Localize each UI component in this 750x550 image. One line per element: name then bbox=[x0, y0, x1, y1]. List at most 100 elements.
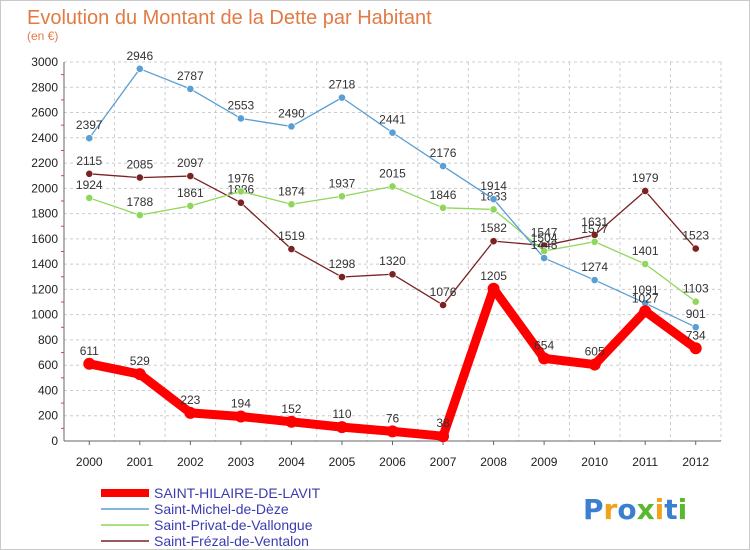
data-point bbox=[85, 169, 94, 178]
legend-label: Saint-Michel-de-Dèze bbox=[154, 501, 289, 517]
series-group: 2115208520971886151912981320107615821547… bbox=[76, 49, 709, 443]
data-point bbox=[287, 122, 296, 131]
data-point bbox=[487, 282, 500, 295]
data-label: 1523 bbox=[682, 229, 709, 243]
data-label: 2097 bbox=[177, 156, 204, 170]
data-label: 529 bbox=[130, 354, 150, 368]
chart-unit: (en €) bbox=[27, 29, 58, 43]
data-point bbox=[234, 410, 247, 423]
data-label: 1577 bbox=[581, 222, 608, 236]
data-label: 1976 bbox=[228, 171, 255, 185]
data-label: 1103 bbox=[683, 282, 709, 296]
data-label: 1846 bbox=[430, 188, 457, 202]
data-label: 2718 bbox=[329, 78, 356, 92]
x-tick-label: 2001 bbox=[126, 455, 153, 469]
data-point bbox=[691, 323, 700, 332]
data-point bbox=[489, 237, 498, 246]
data-label: 2441 bbox=[379, 113, 406, 127]
data-point bbox=[588, 358, 601, 371]
x-tick-label: 2005 bbox=[329, 455, 356, 469]
data-label: 1274 bbox=[581, 260, 608, 274]
data-point bbox=[285, 415, 298, 428]
data-point bbox=[691, 297, 700, 306]
chart-title: Evolution du Montant de la Dette par Hab… bbox=[27, 7, 432, 29]
x-tick-label: 2011 bbox=[632, 455, 658, 469]
data-point bbox=[691, 244, 700, 253]
data-point bbox=[135, 64, 144, 73]
data-point bbox=[641, 187, 650, 195]
data-label: 1914 bbox=[480, 179, 507, 193]
data-label: 1874 bbox=[278, 184, 305, 198]
data-point bbox=[338, 93, 346, 102]
y-tick-label: 3000 bbox=[31, 55, 58, 69]
data-label: 654 bbox=[534, 338, 554, 352]
x-tick-label: 2000 bbox=[76, 455, 103, 469]
data-label: 76 bbox=[386, 411, 400, 425]
data-point bbox=[386, 425, 399, 438]
data-label: 2015 bbox=[379, 166, 406, 180]
y-tick-label: 2400 bbox=[31, 131, 58, 145]
data-point bbox=[540, 254, 549, 262]
logo-text: Proxiti bbox=[583, 493, 687, 526]
y-tick-label: 400 bbox=[38, 383, 58, 397]
data-point bbox=[338, 192, 346, 201]
logo-letter: x bbox=[637, 493, 655, 526]
data-label: 38 bbox=[436, 416, 450, 430]
data-point bbox=[689, 342, 702, 355]
data-label: 2397 bbox=[76, 118, 103, 132]
y-tick-label: 1600 bbox=[31, 232, 58, 246]
data-label: 2115 bbox=[76, 154, 102, 168]
data-label: 901 bbox=[686, 307, 706, 321]
x-tick-label: 2012 bbox=[682, 455, 709, 469]
data-label: 1519 bbox=[278, 229, 305, 243]
data-point bbox=[186, 201, 195, 210]
data-label: 1076 bbox=[430, 285, 457, 299]
x-tick-label: 2004 bbox=[278, 455, 305, 469]
data-label: 223 bbox=[180, 393, 200, 407]
x-tick-label: 2002 bbox=[177, 455, 204, 469]
logo-letter: i bbox=[655, 493, 665, 526]
logo-letter: i bbox=[678, 493, 688, 526]
data-point bbox=[590, 276, 599, 284]
data-point bbox=[388, 128, 397, 137]
data-point bbox=[335, 421, 348, 434]
data-point bbox=[133, 368, 146, 381]
data-label: 1861 bbox=[177, 186, 204, 200]
data-point bbox=[236, 198, 245, 207]
data-point bbox=[85, 194, 94, 202]
data-point bbox=[186, 85, 195, 93]
data-label: 2085 bbox=[126, 158, 153, 172]
data-label: 110 bbox=[332, 407, 351, 421]
data-label: 2553 bbox=[228, 98, 255, 112]
data-label: 1582 bbox=[480, 221, 507, 235]
data-label: 1205 bbox=[480, 269, 507, 283]
series-saint-hilaire-de-lavit: 611 529 223 194 152 110 76 38 1205 654 605 1027 734 bbox=[80, 269, 706, 443]
y-tick-label: 800 bbox=[38, 333, 58, 347]
data-label: 1027 bbox=[632, 291, 659, 305]
logo-letter: P bbox=[583, 493, 604, 526]
y-tick-label: 2800 bbox=[31, 80, 58, 94]
data-label: 2176 bbox=[430, 146, 457, 160]
data-label: 1091 bbox=[632, 283, 659, 297]
legend-label: SAINT-HILAIRE-DE-LAVIT bbox=[154, 485, 321, 501]
data-point bbox=[135, 173, 144, 182]
x-tick-label: 2003 bbox=[228, 455, 255, 469]
data-point bbox=[338, 273, 346, 281]
data-point bbox=[388, 182, 397, 191]
data-label: 2787 bbox=[177, 69, 204, 83]
y-tick-label: 1000 bbox=[31, 308, 58, 322]
data-point bbox=[184, 406, 197, 419]
data-label: 1979 bbox=[632, 171, 659, 185]
data-point bbox=[489, 195, 498, 204]
data-point bbox=[641, 260, 650, 268]
data-point bbox=[186, 172, 195, 180]
data-label: 1631 bbox=[581, 215, 608, 229]
data-label: 2490 bbox=[278, 106, 305, 120]
legend-label: Saint-Frézal-de-Ventalon bbox=[154, 533, 309, 549]
data-point bbox=[83, 357, 96, 370]
y-tick-label: 2000 bbox=[31, 181, 58, 195]
data-point bbox=[287, 245, 296, 253]
data-label: 611 bbox=[80, 344, 99, 358]
data-point bbox=[439, 203, 447, 212]
